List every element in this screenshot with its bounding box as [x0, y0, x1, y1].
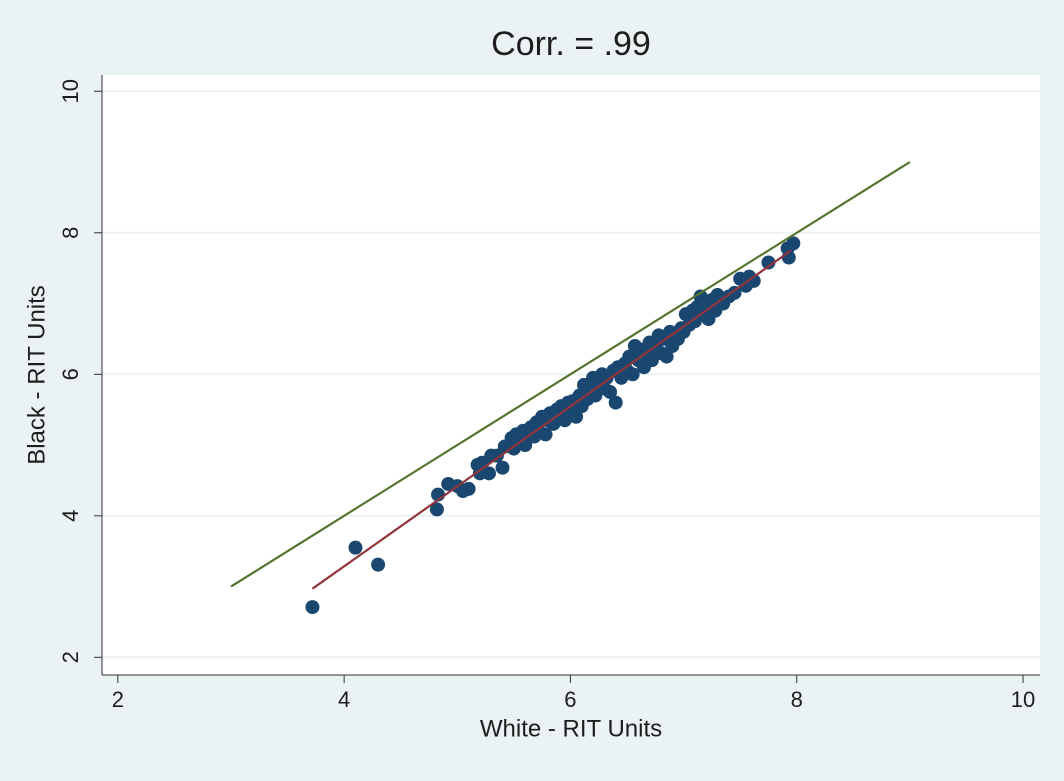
x-tick-label: 6 [564, 687, 576, 712]
x-tick-label: 8 [791, 687, 803, 712]
y-tick-label: 2 [58, 651, 83, 663]
x-tick-label: 2 [112, 687, 124, 712]
chart-title: Corr. = .99 [491, 25, 651, 63]
point [348, 540, 363, 555]
y-tick-label: 8 [58, 227, 83, 239]
point [538, 427, 553, 442]
point [461, 481, 476, 496]
point [472, 466, 487, 481]
x-tick-label: 4 [338, 687, 350, 712]
point [608, 395, 623, 410]
y-tick-label: 6 [58, 368, 83, 380]
y-axis-label: Black - RIT Units [23, 285, 50, 465]
point [305, 600, 320, 615]
line [230, 161, 911, 588]
point [625, 367, 640, 382]
y-tick-label: 10 [58, 79, 83, 103]
point [786, 236, 801, 251]
x-tick-label: 10 [1011, 687, 1035, 712]
point [569, 409, 584, 424]
point [659, 349, 674, 364]
point [429, 502, 444, 517]
point [746, 273, 761, 288]
point [603, 384, 618, 399]
x-axis-label: White - RIT Units [480, 715, 662, 742]
point [371, 557, 386, 572]
line [311, 249, 792, 590]
point [495, 460, 510, 475]
y-tick-label: 4 [58, 510, 83, 522]
point [761, 255, 776, 270]
point [727, 285, 742, 300]
point [489, 448, 504, 463]
